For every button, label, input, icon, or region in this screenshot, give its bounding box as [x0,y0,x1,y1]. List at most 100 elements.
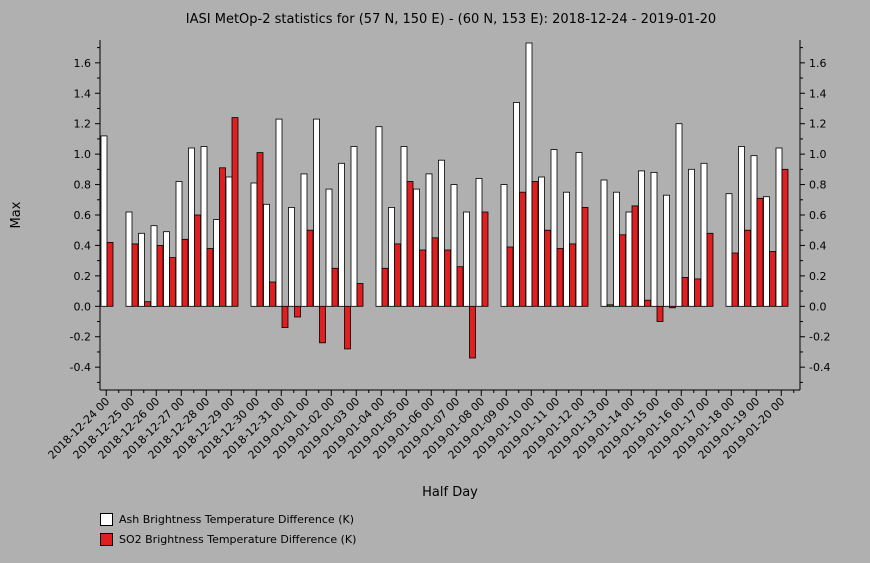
so2-bar-24 [406,181,414,307]
so2-bar-6 [181,238,189,307]
y-tick-label-left: 1.0 [74,148,92,161]
so2-bar-22 [381,267,389,307]
bar-group [100,42,789,359]
ash-bar-44 [650,171,658,307]
y-tick-label-left: 0.8 [74,179,92,192]
y-tick-label-left: -0.4 [70,361,91,374]
so2-bar-23 [394,243,401,307]
ash-bar-52 [750,155,758,307]
so2-bar-13 [269,281,276,307]
so2-bar-20 [356,283,364,307]
so2-bar-50 [731,252,739,307]
so2-bar-4 [156,244,164,307]
so2-bar-32 [506,246,514,307]
ash-bar-28 [450,184,458,307]
so2-bar-47 [694,278,701,307]
so2-bar-45 [669,305,676,309]
y-tick-label-right: 0.8 [809,179,827,192]
ash-bar-32 [500,184,508,307]
ash-bar-51 [738,146,745,307]
so2-bar-12 [256,152,264,307]
y-axis-label: Max [9,201,24,228]
y-tick-label-right: 1.0 [809,148,827,161]
ash-bar-2 [125,211,133,307]
ash-bar-23 [388,206,395,307]
so2-bar-42 [631,205,639,307]
so2-bar-40 [606,304,614,307]
y-tick-label-right: 0.4 [809,239,827,252]
so2-bar-46 [681,276,689,307]
y-tick-label-left: 0.6 [74,209,92,222]
so2-bar-26 [431,237,439,307]
ash-bar-33 [513,102,520,307]
so2-bar-10 [231,117,239,307]
ash-bar-7 [188,147,195,307]
ash-bar-0 [100,135,108,307]
y-tick-label-right: 1.4 [809,87,827,100]
ash-bar-22 [375,126,383,307]
y-tick-label-left: 1.4 [74,87,92,100]
so2-bar-18 [331,267,339,307]
ash-bar-4 [150,225,158,307]
legend-label-so2: SO2 Brightness Temperature Difference (K… [119,533,357,546]
so2-bar-16 [306,229,314,307]
so2-bar-38 [581,206,589,307]
so2-bar-54 [781,168,789,307]
legend-item-ash: Ash Brightness Temperature Difference (K… [100,513,354,526]
ash-bar-35 [538,176,545,307]
ash-bar-12 [250,182,258,307]
so2-bar-19 [344,305,351,350]
so2-bar-35 [544,229,551,307]
so2-bar-37 [569,243,576,307]
ash-bar-10 [225,176,233,307]
ash-bar-40 [600,179,608,307]
so2-bar-0 [106,241,114,307]
ash-bar-24 [400,146,408,307]
ash-bar-53 [763,196,770,307]
so2-bar-27 [444,249,451,307]
y-tick-label-right: 0.0 [809,300,827,313]
so2-bar-36 [556,248,564,307]
y-tick-label-left: 1.6 [74,57,92,70]
ash-bar-36 [550,149,558,307]
ash-bar-46 [675,123,683,307]
so2-bar-53 [769,251,776,307]
so2-bar-5 [169,257,176,307]
so2-bar-29 [469,305,476,359]
ash-bar-27 [438,159,445,307]
so2-bar-52 [756,197,764,307]
legend-item-so2: SO2 Brightness Temperature Difference (K… [100,533,356,546]
ash-bar-50 [725,193,733,307]
y-tick-label-left: -0.2 [70,331,91,344]
ash-bar-37 [563,191,570,307]
ash-bar-26 [425,173,433,307]
so2-bar-9 [219,167,226,307]
so2-bar-28 [456,266,464,307]
ash-bar-13 [263,203,270,307]
so2-bar-51 [744,229,751,307]
y-tick-label-left: 0.0 [74,300,92,313]
so2-bar-7 [194,214,201,307]
x-axis-label: Half Day [422,485,478,500]
legend-swatch-ash [100,513,113,526]
y-tick-label-left: 0.2 [74,270,92,283]
ash-bar-30 [475,178,483,307]
ash-bar-16 [300,173,308,307]
so2-bar-48 [706,232,714,307]
ash-bar-48 [700,162,708,307]
so2-bar-33 [519,191,526,307]
ash-bar-41 [613,191,620,307]
ash-bar-5 [163,231,170,307]
ash-bar-20 [350,146,358,307]
ash-bar-3 [138,232,145,307]
ash-bar-18 [325,188,333,307]
ash-bar-38 [575,152,583,307]
y-tick-label-right: -0.4 [809,361,830,374]
y-tick-label-right: 0.6 [809,209,827,222]
so2-bar-17 [319,305,326,344]
ash-bar-19 [338,162,345,307]
ash-bar-9 [213,219,220,307]
so2-bar-30 [481,211,489,307]
ash-bar-25 [413,188,420,307]
